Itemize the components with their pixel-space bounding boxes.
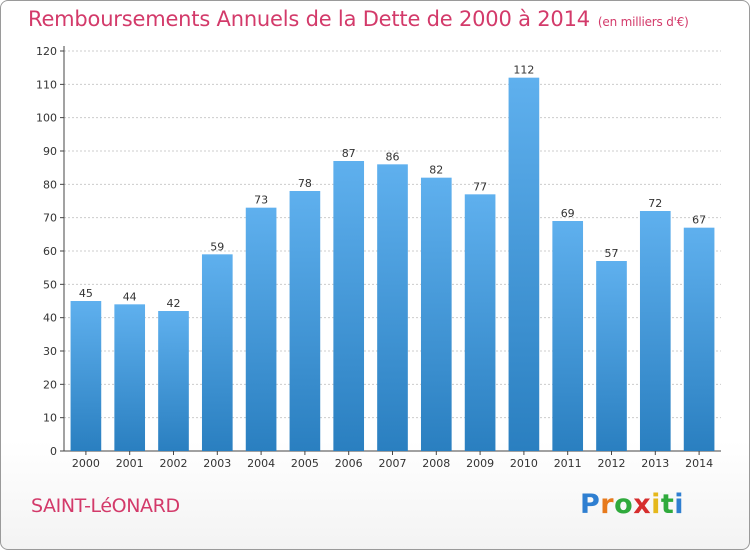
y-tick-label: 0 — [50, 445, 57, 458]
x-tick-label: 2004 — [247, 457, 275, 470]
bar — [114, 304, 146, 451]
y-tick-label: 110 — [36, 78, 57, 91]
logo-letter: i — [651, 489, 661, 520]
x-tick-label: 2000 — [72, 457, 100, 470]
logo-letter: t — [660, 489, 675, 520]
x-tick-label: 2007 — [379, 457, 407, 470]
bar — [201, 254, 233, 451]
data-label: 57 — [605, 247, 619, 260]
bar — [596, 261, 627, 451]
data-label: 67 — [692, 214, 706, 227]
logo-letter: x — [633, 489, 652, 520]
bar — [420, 177, 452, 451]
y-tick-label: 50 — [43, 278, 57, 291]
x-tick-label: 2008 — [422, 457, 450, 470]
data-label: 77 — [473, 180, 487, 193]
axes: 0 10 20 30 40 50 60 70 80 90 100 110 120 2000 2001 2002… — [36, 45, 721, 470]
bar — [683, 227, 715, 451]
logo-letter: P — [580, 489, 601, 520]
x-tick-label: 2009 — [466, 457, 494, 470]
logo-letter: r — [600, 489, 615, 520]
y-tick-label: 10 — [43, 412, 57, 425]
proxiti-logo: Proxiti — [580, 489, 684, 520]
y-tick-label: 40 — [43, 312, 57, 325]
x-tick-label: 2005 — [291, 457, 319, 470]
bar — [158, 311, 189, 451]
bar — [70, 301, 102, 451]
bar — [464, 194, 496, 452]
y-tick-label: 70 — [43, 212, 57, 225]
bar — [552, 221, 584, 451]
x-tick-label: 2011 — [554, 457, 582, 470]
bar — [333, 161, 365, 451]
logo-letter: o — [614, 489, 634, 520]
bar — [289, 191, 321, 451]
data-label: 82 — [429, 164, 443, 177]
data-label: 45 — [79, 287, 93, 300]
y-tick-label: 60 — [43, 245, 57, 258]
x-tick-label: 2014 — [685, 457, 713, 470]
data-label: 42 — [167, 297, 181, 310]
logo-letter: i — [674, 489, 685, 520]
data-label: 72 — [648, 197, 662, 210]
data-label: 86 — [386, 150, 400, 163]
y-tick-label: 100 — [36, 112, 57, 125]
data-label: 73 — [254, 194, 268, 207]
x-tick-label: 2013 — [641, 457, 669, 470]
x-tick-label: 2012 — [598, 457, 626, 470]
bar — [377, 164, 408, 452]
y-tick-label: 80 — [43, 178, 57, 191]
data-label: 59 — [210, 240, 224, 253]
chart-unit: (en milliers d'€) — [597, 15, 689, 29]
data-label: 87 — [342, 147, 356, 160]
x-tick-label: 2006 — [335, 457, 363, 470]
x-tick-label: 2003 — [203, 457, 231, 470]
y-tick-label: 20 — [43, 378, 57, 391]
data-label: 44 — [123, 290, 137, 303]
bar — [245, 207, 277, 451]
location-name: SAINT-LéONARD — [31, 495, 180, 517]
y-tick-label: 120 — [36, 45, 57, 58]
x-tick-label: 2002 — [160, 457, 188, 470]
data-label: 112 — [513, 64, 534, 77]
bar — [508, 77, 540, 452]
x-tick-label: 2001 — [116, 457, 144, 470]
bar — [639, 211, 671, 451]
y-tick-label: 30 — [43, 345, 57, 358]
chart-title: Remboursements Annuels de la Dette de 20… — [28, 7, 689, 31]
y-tick-label: 90 — [43, 145, 57, 158]
x-tick-label: 2010 — [510, 457, 538, 470]
bars — [70, 77, 715, 452]
data-labels: 45 44 42 59 73 78 87 86 82 77 112 69 57 72 67 — [79, 64, 706, 310]
data-label: 69 — [561, 207, 575, 220]
data-label: 78 — [298, 177, 312, 190]
chart-title-text: Remboursements Annuels de la Dette de 20… — [28, 7, 590, 31]
